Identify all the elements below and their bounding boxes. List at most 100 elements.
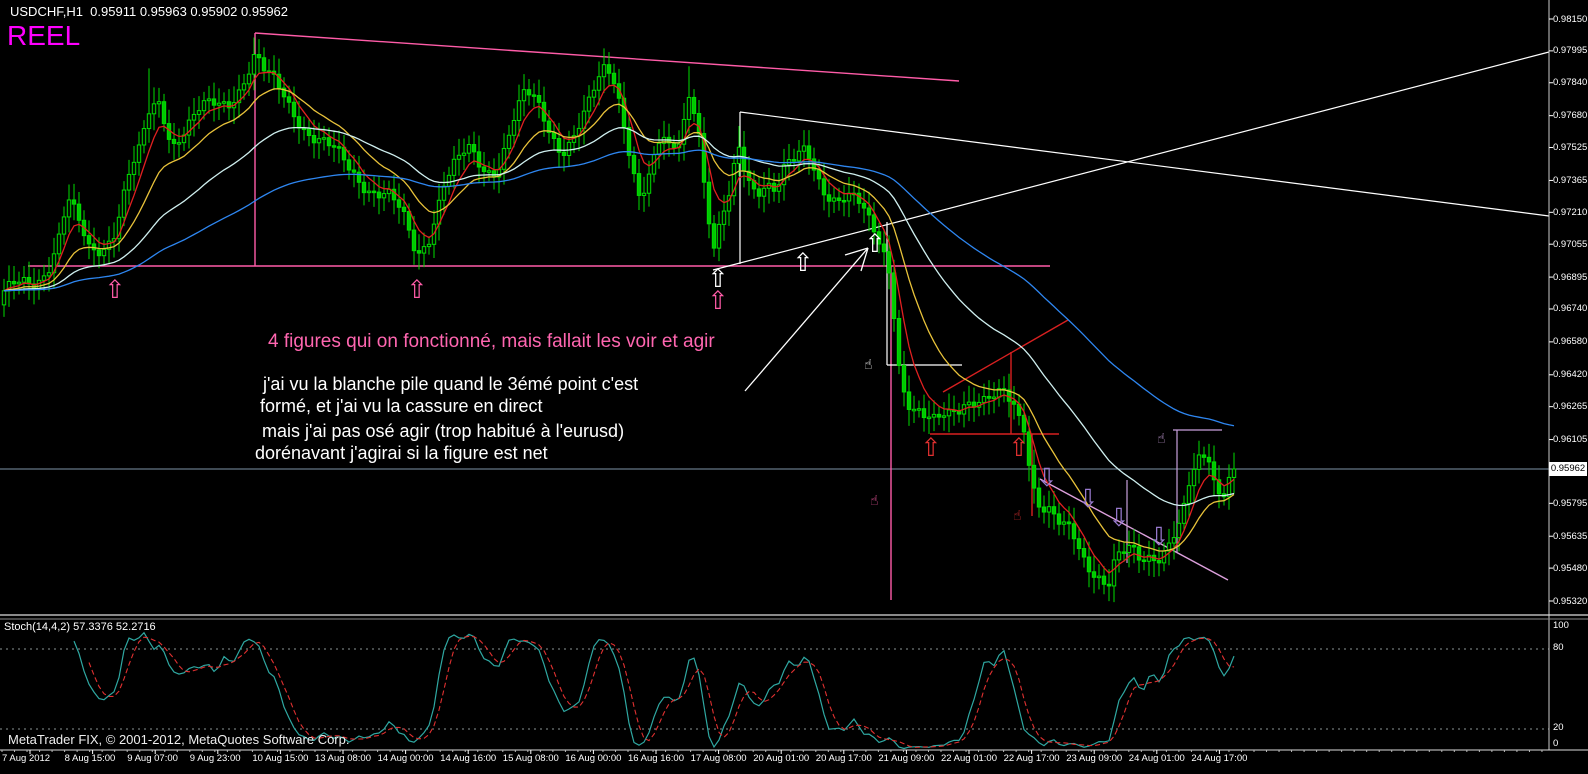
pink-up-arrow-3[interactable]: ⇧	[707, 286, 729, 315]
price-scale-label: 0.97525	[1553, 142, 1588, 154]
time-scale-label: 22 Aug 17:00	[1003, 753, 1060, 764]
candle-body	[16, 281, 22, 285]
candle-body	[446, 174, 452, 187]
candle-body	[131, 161, 137, 175]
candle-body	[106, 240, 112, 250]
candle-body	[76, 203, 82, 221]
annotation-white-note-2: formé, et j'ai vu la cassure en direct	[260, 396, 543, 416]
price-scale-label: 0.96420	[1553, 369, 1588, 381]
candle-body	[246, 73, 252, 85]
red-thumb-icon[interactable]: ☝	[1013, 508, 1022, 524]
candle-body	[1121, 551, 1127, 554]
pink-up-arrow-2[interactable]: ⇧	[406, 275, 428, 304]
candle-body	[1116, 551, 1122, 561]
violet-down-arrow-3[interactable]: ⇩	[1108, 503, 1130, 532]
pink-thumb-icon[interactable]: ☝	[870, 493, 879, 509]
white-up-arrow-2[interactable]: ⇧	[792, 248, 814, 277]
candle-body	[681, 118, 687, 145]
stoch-scale-label: 100	[1553, 620, 1569, 631]
candle-body	[211, 98, 217, 106]
candle-body	[171, 138, 177, 144]
candle-body	[736, 146, 742, 164]
candle-body	[1086, 556, 1092, 573]
violet-down-arrow-2[interactable]: ⇩	[1077, 484, 1099, 513]
red-up-arrow-1[interactable]: ⇧	[920, 433, 942, 462]
price-scale-label: 0.97680	[1553, 110, 1588, 122]
candle-body	[521, 89, 527, 102]
candle-body	[286, 96, 292, 103]
time-scale-label: 17 Aug 08:00	[690, 753, 747, 764]
candle-body	[331, 145, 337, 148]
candle-body	[596, 76, 602, 91]
candle-body	[401, 206, 407, 213]
moving-average-lines	[3, 71, 1235, 574]
candle-body	[416, 250, 422, 254]
time-scale-label: 9 Aug 07:00	[127, 753, 178, 764]
candle-body	[691, 96, 697, 115]
candle-body	[781, 164, 787, 186]
pink-trendline-top	[254, 32, 960, 82]
candle-body	[1211, 461, 1217, 481]
candle-body	[251, 54, 257, 75]
candle-body	[236, 89, 242, 104]
account-label: REEL	[7, 20, 81, 51]
violet-thumb-icon[interactable]: ☝	[1157, 431, 1166, 447]
candle-body	[1071, 523, 1077, 540]
candle-body	[651, 154, 657, 175]
time-scale-label: 20 Aug 17:00	[815, 753, 872, 764]
pink-up-arrow-1[interactable]: ⇧	[104, 275, 126, 304]
candle-body	[226, 101, 232, 109]
candle-body	[391, 188, 397, 201]
candle-body	[161, 101, 167, 125]
candle-body	[606, 64, 612, 74]
candle-body	[281, 87, 287, 98]
candle-body	[926, 416, 932, 420]
white-thumb-icon[interactable]: ☝	[864, 357, 873, 373]
candle-body	[371, 190, 377, 194]
candle-body	[586, 96, 592, 112]
moving-average-fast-red	[3, 71, 1235, 574]
candle-body	[296, 116, 302, 129]
candle-body	[856, 192, 862, 204]
violet-down-arrow-4[interactable]: ⇩	[1148, 522, 1170, 551]
candle-body	[1, 290, 7, 306]
candle-body	[826, 194, 832, 202]
candle-body	[906, 391, 912, 410]
candle-body	[256, 54, 262, 59]
white-up-arrow-3[interactable]: ⇧	[864, 229, 886, 258]
candle-body	[1051, 506, 1057, 515]
price-scale-label: 0.95320	[1553, 595, 1588, 607]
time-scale-label: 15 Aug 08:00	[502, 753, 559, 764]
candle-body	[886, 251, 892, 274]
candle-body	[761, 187, 767, 197]
candle-body	[466, 144, 472, 154]
candle-body	[221, 101, 227, 104]
time-scale-label: 22 Aug 01:00	[941, 753, 997, 764]
time-scale-label: 21 Aug 09:00	[878, 753, 935, 764]
candle-body	[426, 243, 432, 248]
candle-body	[136, 144, 142, 163]
violet-down-arrow-1[interactable]: ⇩	[1036, 463, 1058, 492]
time-scale-label: 16 Aug 16:00	[628, 753, 684, 764]
candle-body	[156, 101, 162, 105]
price-scale-label: 0.95635	[1553, 530, 1588, 542]
candle-body	[1136, 546, 1142, 561]
candle-body	[506, 134, 512, 149]
candle-body	[866, 207, 872, 216]
candle-body	[1106, 583, 1112, 587]
candle-body	[86, 235, 92, 245]
white-up-arrow-1[interactable]: ⇧	[707, 264, 729, 293]
candle-body	[1076, 538, 1082, 550]
candle-body	[871, 214, 877, 233]
candle-body	[511, 119, 517, 136]
candle-body	[191, 113, 197, 121]
candle-body	[121, 189, 127, 218]
annotation-white-note-3: mais j'ai pas osé agir (trop habitué à l…	[262, 421, 625, 441]
candle-body	[1021, 414, 1027, 433]
candle-body	[936, 413, 942, 418]
red-up-arrow-2[interactable]: ⇧	[1008, 433, 1030, 462]
candle-body	[451, 158, 457, 176]
candle-body	[941, 415, 947, 418]
candle-body	[601, 64, 607, 78]
